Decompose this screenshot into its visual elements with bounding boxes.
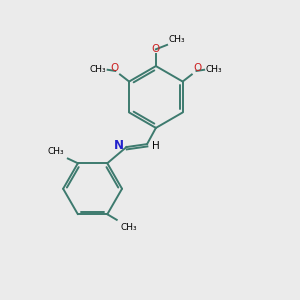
Text: CH₃: CH₃	[48, 147, 64, 156]
Text: CH₃: CH₃	[205, 65, 222, 74]
Text: CH₃: CH₃	[168, 35, 185, 44]
Text: CH₃: CH₃	[120, 223, 137, 232]
Text: CH₃: CH₃	[90, 65, 106, 74]
Text: O: O	[152, 44, 160, 54]
Text: N: N	[114, 140, 124, 152]
Text: H: H	[152, 141, 160, 151]
Text: O: O	[111, 63, 119, 73]
Text: O: O	[193, 63, 201, 73]
